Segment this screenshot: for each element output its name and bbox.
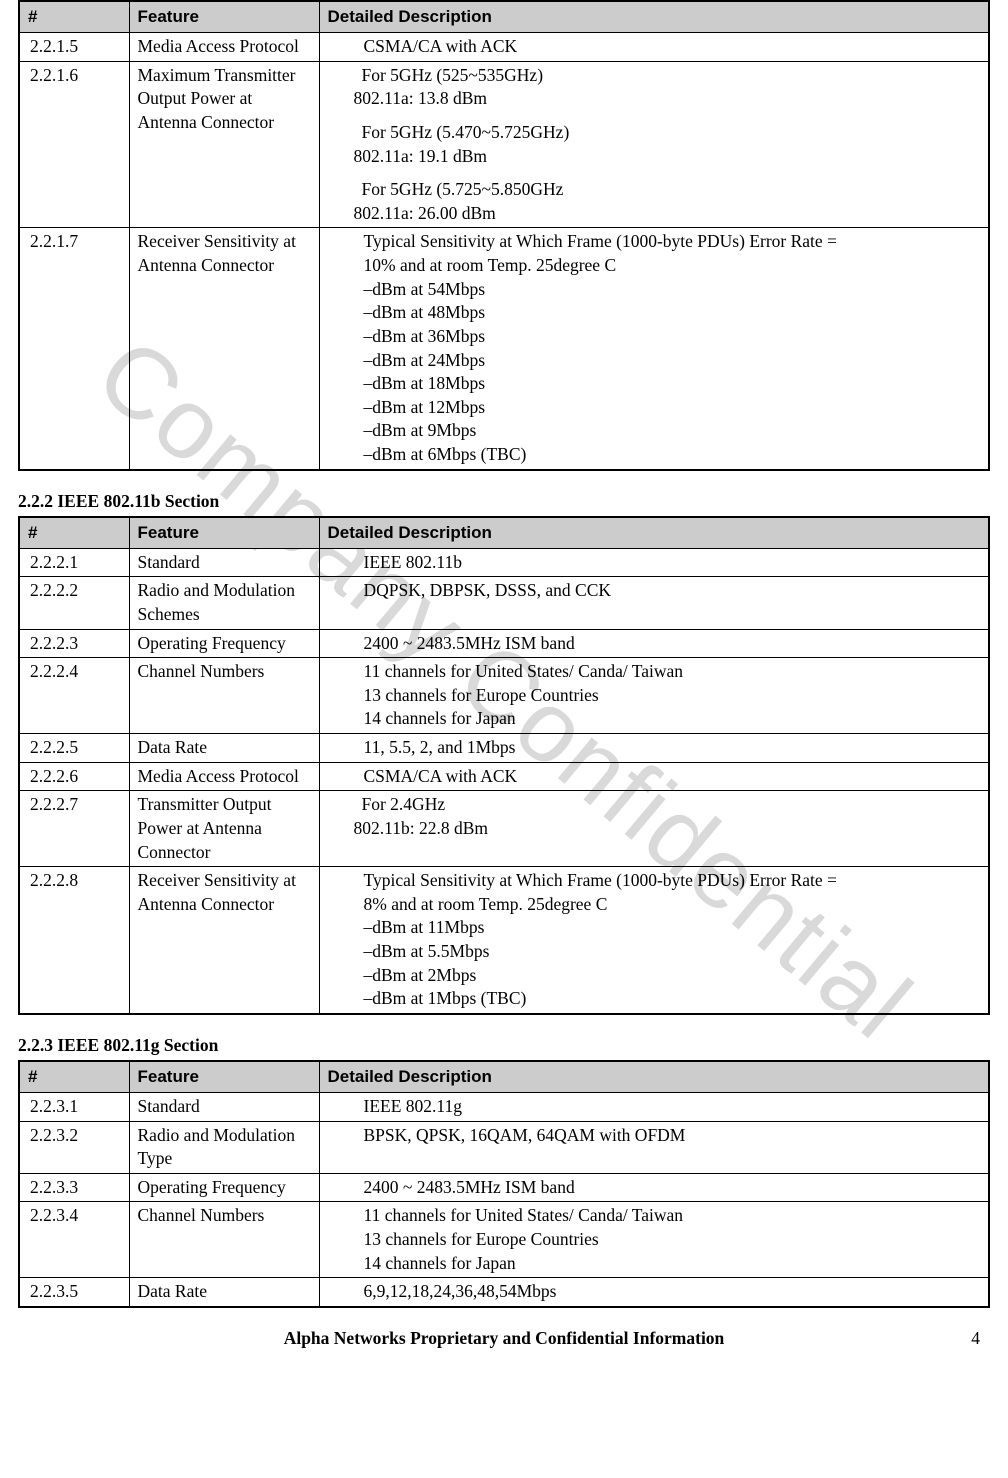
cell-num: 2.2.3.4 [19,1202,129,1278]
cell-feature: Data Rate [129,734,319,763]
cell-desc: IEEE 802.11b [319,548,989,577]
table-header-row: # Feature Detailed Description [19,1,989,33]
cell-desc: 6,9,12,18,24,36,48,54Mbps [319,1278,989,1307]
cell-feature: Operating Frequency [129,1173,319,1202]
cell-desc: For 2.4GHz802.11b: 22.8 dBm [319,791,989,867]
cell-feature: Radio and Modulation Type [129,1121,319,1173]
cell-desc: 2400 ~ 2483.5MHz ISM band [319,629,989,658]
cell-feature: Channel Numbers [129,1202,319,1278]
cell-desc: 11 channels for United States/ Canda/ Ta… [319,1202,989,1278]
cell-desc: 11 channels for United States/ Canda/ Ta… [319,658,989,734]
table-row: 2.2.2.8Receiver Sensitivity at Antenna C… [19,867,989,1014]
table-header-row: # Feature Detailed Description [19,1061,989,1093]
section-2-title: 2.2.2 IEEE 802.11b Section [18,491,990,512]
table-2-body: 2.2.2.1StandardIEEE 802.11b2.2.2.2Radio … [19,548,989,1014]
cell-feature: Transmitter Output Power at Antenna Conn… [129,791,319,867]
cell-desc: CSMA/CA with ACK [319,762,989,791]
footer-text: Alpha Networks Proprietary and Confident… [284,1328,725,1348]
table-3-body: 2.2.3.1StandardIEEE 802.11g2.2.3.2Radio … [19,1092,989,1307]
cell-desc: For 5GHz (525~535GHz)802.11a: 13.8 dBmFo… [319,61,989,228]
cell-feature: Operating Frequency [129,629,319,658]
cell-num: 2.2.2.3 [19,629,129,658]
cell-num: 2.2.3.3 [19,1173,129,1202]
cell-feature: Standard [129,1092,319,1121]
spec-table-2: # Feature Detailed Description 2.2.2.1St… [18,516,990,1015]
section-3-title: 2.2.3 IEEE 802.11g Section [18,1035,990,1056]
table-1-body: 2.2.1.5Media Access ProtocolCSMA/CA with… [19,33,989,470]
cell-feature: Channel Numbers [129,658,319,734]
col-header-feature: Feature [129,1061,319,1093]
spec-table-1: # Feature Detailed Description 2.2.1.5Me… [18,0,990,471]
col-header-desc: Detailed Description [319,1,989,33]
col-header-num: # [19,1061,129,1093]
cell-desc: Typical Sensitivity at Which Frame (1000… [319,228,989,470]
table-row: 2.2.2.5Data Rate11, 5.5, 2, and 1Mbps [19,734,989,763]
col-header-feature: Feature [129,1,319,33]
table-row: 2.2.1.6Maximum Transmitter Output Power … [19,61,989,228]
cell-num: 2.2.3.1 [19,1092,129,1121]
cell-num: 2.2.3.5 [19,1278,129,1307]
table-row: 2.2.2.1StandardIEEE 802.11b [19,548,989,577]
cell-desc: CSMA/CA with ACK [319,33,989,62]
cell-feature: Standard [129,548,319,577]
table-row: 2.2.3.1StandardIEEE 802.11g [19,1092,989,1121]
cell-num: 2.2.2.2 [19,577,129,629]
cell-feature: Data Rate [129,1278,319,1307]
col-header-feature: Feature [129,517,319,549]
cell-desc: IEEE 802.11g [319,1092,989,1121]
cell-desc: DQPSK, DBPSK, DSSS, and CCK [319,577,989,629]
cell-num: 2.2.2.1 [19,548,129,577]
cell-feature: Radio and Modulation Schemes [129,577,319,629]
cell-num: 2.2.2.4 [19,658,129,734]
cell-feature: Media Access Protocol [129,762,319,791]
table-header-row: # Feature Detailed Description [19,517,989,549]
col-header-desc: Detailed Description [319,517,989,549]
table-row: 2.2.2.2Radio and Modulation SchemesDQPSK… [19,577,989,629]
cell-num: 2.2.3.2 [19,1121,129,1173]
col-header-num: # [19,517,129,549]
cell-num: 2.2.1.5 [19,33,129,62]
table-row: 2.2.2.6Media Access ProtocolCSMA/CA with… [19,762,989,791]
cell-feature: Media Access Protocol [129,33,319,62]
cell-num: 2.2.1.6 [19,61,129,228]
cell-feature: Receiver Sensitivity at Antenna Connecto… [129,228,319,470]
cell-num: 2.2.2.5 [19,734,129,763]
cell-feature: Receiver Sensitivity at Antenna Connecto… [129,867,319,1014]
cell-feature: Maximum Transmitter Output Power at Ante… [129,61,319,228]
cell-num: 2.2.2.6 [19,762,129,791]
spec-table-3: # Feature Detailed Description 2.2.3.1St… [18,1060,990,1308]
cell-desc: BPSK, QPSK, 16QAM, 64QAM with OFDM [319,1121,989,1173]
table-row: 2.2.2.7Transmitter Output Power at Anten… [19,791,989,867]
cell-num: 2.2.2.8 [19,867,129,1014]
table-row: 2.2.1.5Media Access ProtocolCSMA/CA with… [19,33,989,62]
col-header-desc: Detailed Description [319,1061,989,1093]
table-row: 2.2.3.5Data Rate6,9,12,18,24,36,48,54Mbp… [19,1278,989,1307]
cell-desc: Typical Sensitivity at Which Frame (1000… [319,867,989,1014]
page-number: 4 [971,1328,980,1349]
cell-desc: 2400 ~ 2483.5MHz ISM band [319,1173,989,1202]
cell-num: 2.2.1.7 [19,228,129,470]
table-row: 2.2.1.7Receiver Sensitivity at Antenna C… [19,228,989,470]
table-row: 2.2.2.4Channel Numbers11 channels for Un… [19,658,989,734]
table-row: 2.2.3.4Channel Numbers11 channels for Un… [19,1202,989,1278]
table-row: 2.2.3.3Operating Frequency2400 ~ 2483.5M… [19,1173,989,1202]
table-row: 2.2.2.3Operating Frequency2400 ~ 2483.5M… [19,629,989,658]
cell-num: 2.2.2.7 [19,791,129,867]
table-row: 2.2.3.2Radio and Modulation TypeBPSK, QP… [19,1121,989,1173]
col-header-num: # [19,1,129,33]
cell-desc: 11, 5.5, 2, and 1Mbps [319,734,989,763]
page-footer: Alpha Networks Proprietary and Confident… [18,1328,990,1349]
